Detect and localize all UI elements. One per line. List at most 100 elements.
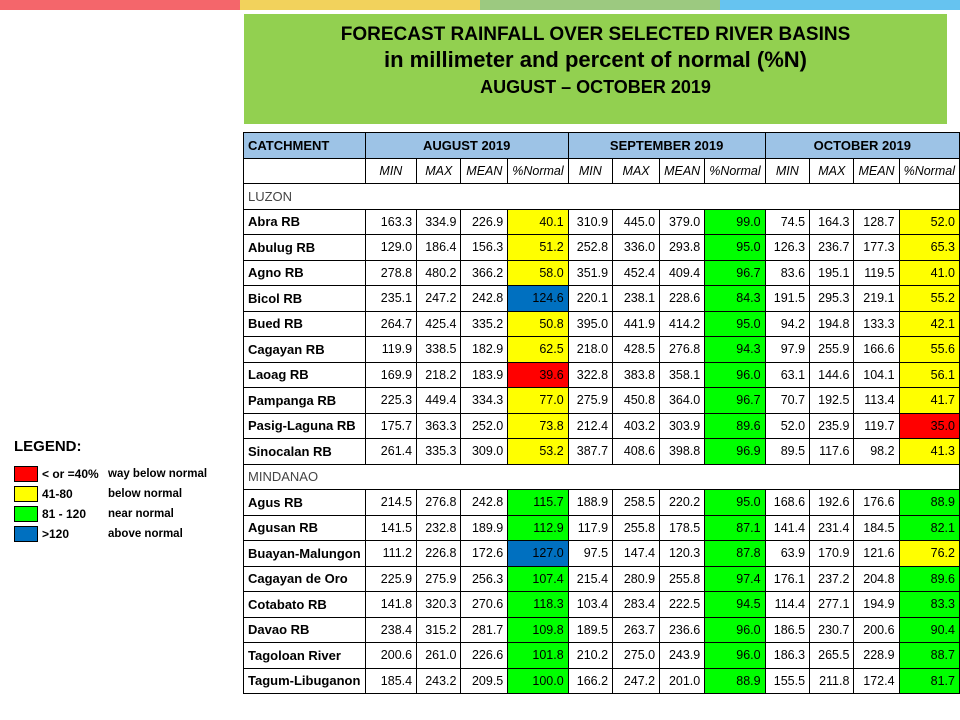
value-cell: 449.4 bbox=[416, 387, 462, 414]
table-row: Abulug RB 129.0 186.4 156.3 51.2 252.8 336.0 29… bbox=[243, 234, 960, 261]
table-row: Pampanga RB 225.3 449.4 334.3 77.0 275.9 450.8… bbox=[243, 387, 960, 414]
value-cell: 441.9 bbox=[612, 310, 661, 337]
value-cell: 226.8 bbox=[416, 540, 462, 567]
percent-normal-cell: 55.2 bbox=[898, 285, 960, 312]
top-bar-segment-yellow bbox=[240, 0, 480, 10]
percent-normal-cell: 77.0 bbox=[507, 387, 569, 414]
value-cell: 425.4 bbox=[416, 310, 462, 337]
value-cell: 164.3 bbox=[809, 208, 855, 235]
value-cell: 176.6 bbox=[853, 489, 900, 516]
value-cell: 414.2 bbox=[659, 310, 706, 337]
table-row: Tagoloan River 200.6 261.0 226.6 101.8 210.2 2… bbox=[243, 642, 960, 669]
value-cell: 265.5 bbox=[809, 642, 855, 669]
value-cell: 276.8 bbox=[416, 489, 462, 516]
percent-normal-cell: 40.1 bbox=[507, 208, 569, 235]
value-cell: 89.5 bbox=[764, 438, 811, 465]
table-row: Abra RB 163.3 334.9 226.9 40.1 310.9 445.0 379.… bbox=[243, 208, 960, 235]
value-cell: 238.1 bbox=[612, 285, 661, 312]
value-cell: 83.6 bbox=[764, 259, 811, 286]
legend-range: 81 - 120 bbox=[42, 507, 87, 521]
table-row: Bicol RB 235.1 247.2 242.8 124.6 220.1 238.1 22… bbox=[243, 285, 960, 312]
top-bar-segment-blue bbox=[720, 0, 960, 10]
percent-normal-cell: 96.7 bbox=[704, 259, 766, 286]
value-cell: 309.0 bbox=[460, 438, 509, 465]
percent-normal-cell: 88.9 bbox=[704, 667, 766, 694]
value-cell: 172.4 bbox=[853, 667, 900, 694]
column-header: MAX bbox=[612, 157, 661, 184]
catchment-name: Sinocalan RB bbox=[243, 438, 366, 465]
value-cell: 225.9 bbox=[364, 565, 418, 592]
percent-normal-cell: 96.0 bbox=[704, 361, 766, 388]
value-cell: 183.9 bbox=[460, 361, 509, 388]
value-cell: 104.1 bbox=[853, 361, 900, 388]
value-cell: 185.4 bbox=[364, 667, 418, 694]
value-cell: 176.1 bbox=[764, 565, 811, 592]
value-cell: 293.8 bbox=[659, 234, 706, 261]
value-cell: 256.3 bbox=[460, 565, 509, 592]
month-header: AUGUST 2019 bbox=[364, 132, 569, 159]
value-cell: 163.3 bbox=[364, 208, 418, 235]
value-cell: 445.0 bbox=[612, 208, 661, 235]
value-cell: 310.9 bbox=[567, 208, 614, 235]
value-cell: 315.2 bbox=[416, 616, 462, 643]
value-cell: 119.7 bbox=[853, 412, 900, 439]
catchment-name: Bued RB bbox=[243, 310, 366, 337]
value-cell: 188.9 bbox=[567, 489, 614, 516]
percent-normal-cell: 95.0 bbox=[704, 489, 766, 516]
value-cell: 194.9 bbox=[853, 591, 900, 618]
value-cell: 103.4 bbox=[567, 591, 614, 618]
legend: LEGEND: < or =40% way below normal 41-80 be… bbox=[14, 436, 244, 544]
value-cell: 113.4 bbox=[853, 387, 900, 414]
value-cell: 263.7 bbox=[612, 616, 661, 643]
value-cell: 74.5 bbox=[764, 208, 811, 235]
value-cell: 218.0 bbox=[567, 336, 614, 363]
table-row: Cagayan RB 119.9 338.5 182.9 62.5 218.0 428.5 2… bbox=[243, 336, 960, 363]
value-cell: 166.2 bbox=[567, 667, 614, 694]
value-cell: 276.8 bbox=[659, 336, 706, 363]
value-cell: 398.8 bbox=[659, 438, 706, 465]
legend-item: < or =40% way below normal bbox=[14, 464, 244, 484]
value-cell: 232.8 bbox=[416, 514, 462, 541]
value-cell: 395.0 bbox=[567, 310, 614, 337]
catchment-name: Bicol RB bbox=[243, 285, 366, 312]
percent-normal-cell: 90.4 bbox=[898, 616, 960, 643]
value-cell: 119.5 bbox=[853, 259, 900, 286]
percent-normal-cell: 41.3 bbox=[898, 438, 960, 465]
legend-description: below normal bbox=[108, 488, 183, 500]
catchment-name: Agus RB bbox=[243, 489, 366, 516]
legend-swatch bbox=[14, 526, 38, 542]
value-cell: 121.6 bbox=[853, 540, 900, 567]
percent-normal-cell: 35.0 bbox=[898, 412, 960, 439]
region-row: LUZON bbox=[243, 183, 960, 210]
value-cell: 228.9 bbox=[853, 642, 900, 669]
value-cell: 243.2 bbox=[416, 667, 462, 694]
percent-normal-cell: 96.0 bbox=[704, 616, 766, 643]
value-cell: 97.9 bbox=[764, 336, 811, 363]
catchment-name: Davao RB bbox=[243, 616, 366, 643]
value-cell: 283.4 bbox=[612, 591, 661, 618]
percent-normal-cell: 88.7 bbox=[898, 642, 960, 669]
percent-normal-cell: 95.0 bbox=[704, 234, 766, 261]
value-cell: 200.6 bbox=[853, 616, 900, 643]
value-cell: 236.6 bbox=[659, 616, 706, 643]
table-row: Davao RB 238.4 315.2 281.7 109.8 189.5 263.7 23… bbox=[243, 616, 960, 643]
value-cell: 189.9 bbox=[460, 514, 509, 541]
value-cell: 387.7 bbox=[567, 438, 614, 465]
value-cell: 255.8 bbox=[612, 514, 661, 541]
percent-normal-cell: 82.1 bbox=[898, 514, 960, 541]
column-header: MAX bbox=[809, 157, 855, 184]
percent-normal-cell: 96.7 bbox=[704, 387, 766, 414]
column-header: %Normal bbox=[507, 157, 569, 184]
percent-normal-cell: 41.0 bbox=[898, 259, 960, 286]
value-cell: 336.0 bbox=[612, 234, 661, 261]
value-cell: 194.8 bbox=[809, 310, 855, 337]
legend-description: near normal bbox=[108, 508, 174, 520]
column-header: MEAN bbox=[460, 157, 509, 184]
percent-normal-cell: 87.8 bbox=[704, 540, 766, 567]
percent-normal-cell: 56.1 bbox=[898, 361, 960, 388]
value-cell: 52.0 bbox=[764, 412, 811, 439]
value-cell: 230.7 bbox=[809, 616, 855, 643]
table-row: Bued RB 264.7 425.4 335.2 50.8 395.0 441.9 414.… bbox=[243, 310, 960, 337]
value-cell: 335.3 bbox=[416, 438, 462, 465]
legend-description: way below normal bbox=[108, 468, 208, 480]
